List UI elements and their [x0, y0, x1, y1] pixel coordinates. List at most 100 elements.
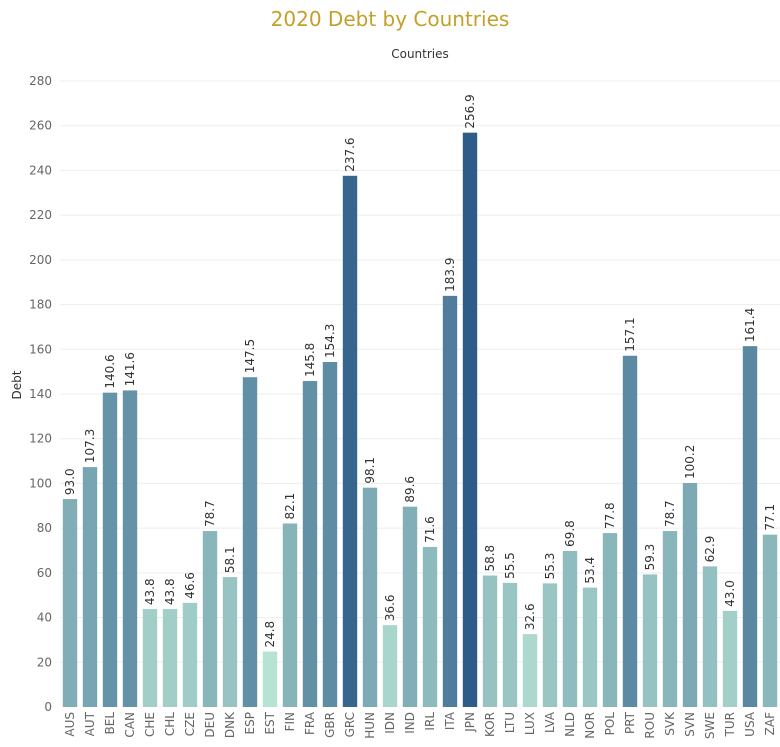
data-label: 24.8 [263, 621, 277, 648]
x-tick-label: IDN [383, 712, 397, 734]
data-label: 78.7 [203, 500, 217, 527]
x-tick-label: ITA [443, 711, 457, 730]
bar-grc [342, 175, 358, 707]
chart-title: 2020 Debt by Countries [270, 7, 510, 31]
bar-irl [422, 546, 438, 707]
x-tick-label: AUS [63, 712, 77, 737]
y-tick-label: 280 [29, 74, 52, 88]
x-tick-label: LUX [523, 712, 537, 735]
x-tick-label: EST [263, 711, 277, 734]
data-label: 77.1 [763, 504, 777, 531]
bar-ita [442, 295, 458, 707]
data-label: 161.4 [743, 308, 757, 342]
bar-nor [582, 587, 598, 707]
bar-deu [202, 531, 218, 707]
data-label: 145.8 [303, 343, 317, 377]
y-tick-label: 200 [29, 253, 52, 267]
y-tick-label: 220 [29, 208, 52, 222]
data-label: 62.9 [703, 536, 717, 563]
bar-rou [642, 574, 658, 707]
bar-lux [522, 634, 538, 707]
x-tick-label: LVA [543, 711, 557, 733]
data-label: 43.0 [723, 580, 737, 607]
bar-chl [162, 609, 178, 707]
bar-che [142, 609, 158, 707]
data-label: 55.5 [503, 552, 517, 579]
y-tick-label: 180 [29, 298, 52, 312]
y-tick-label: 20 [37, 655, 52, 669]
data-label: 55.3 [543, 553, 557, 580]
x-tick-label: CHL [163, 712, 177, 736]
data-label: 89.6 [403, 476, 417, 503]
x-tick-label: POL [603, 712, 617, 736]
y-axis-ticks: 0 20 40 60 80 100 120 140 160 180 200 220 240 260 280 [29, 74, 52, 714]
data-label: 98.1 [363, 457, 377, 484]
bar-prt [622, 355, 638, 707]
bar-fin [282, 523, 298, 707]
bar-jpn [462, 132, 478, 707]
y-tick-label: 120 [29, 432, 52, 446]
data-label: 107.3 [83, 429, 97, 463]
bar-kor [482, 575, 498, 707]
x-axis-ticks: AUS AUT BEL CAN CHE CHL CZE DEU DNK ESP EST FIN FRA G… [63, 711, 777, 739]
data-label: 58.8 [483, 545, 497, 572]
data-label: 147.5 [243, 339, 257, 373]
x-tick-label: DEU [203, 712, 217, 738]
data-label: 43.8 [143, 578, 157, 605]
data-label: 140.6 [103, 354, 117, 388]
x-tick-label: CHE [143, 712, 157, 737]
data-label: 154.3 [323, 324, 337, 358]
bar-cze [182, 602, 198, 707]
x-tick-label: LTU [503, 712, 517, 733]
bar-ltu [502, 582, 518, 707]
x-tick-label: ROU [643, 712, 657, 739]
bar-dnk [222, 577, 238, 707]
data-label: 183.9 [443, 257, 457, 291]
bar-hun [362, 487, 378, 707]
y-tick-label: 60 [37, 566, 52, 580]
x-tick-label: PRT [623, 711, 637, 734]
x-tick-label: SVK [663, 711, 677, 736]
y-tick-label: 40 [37, 611, 52, 625]
bars [62, 132, 778, 707]
y-tick-label: 240 [29, 163, 52, 177]
y-tick-label: 0 [44, 700, 52, 714]
x-tick-label: BEL [103, 712, 117, 735]
data-label: 32.6 [523, 603, 537, 630]
data-label: 36.6 [383, 594, 397, 621]
y-tick-label: 260 [29, 119, 52, 133]
x-tick-label: USA [743, 711, 757, 737]
bar-usa [742, 346, 758, 707]
x-tick-label: NLD [563, 712, 577, 737]
y-axis-title: Debt [10, 370, 24, 399]
x-tick-label: ESP [243, 712, 257, 734]
bar-esp [242, 377, 258, 707]
x-tick-label: NOR [583, 712, 597, 739]
x-tick-label: DNK [223, 711, 237, 738]
bar-nld [562, 550, 578, 707]
data-label: 46.6 [183, 572, 197, 599]
data-labels: 93.0 107.3 140.6 141.6 43.8 43.8 46.6 78.7 58.1 1… [63, 94, 777, 647]
data-label: 78.7 [663, 500, 677, 527]
x-tick-label: IND [403, 712, 417, 734]
bar-est [262, 651, 278, 707]
bar-idn [382, 625, 398, 707]
bar-fra [302, 381, 318, 707]
data-label: 256.9 [463, 94, 477, 128]
data-label: 43.8 [163, 578, 177, 605]
bar-can [122, 390, 138, 707]
x-tick-label: IRL [423, 712, 437, 731]
bar-ind [402, 506, 418, 707]
x-tick-label: ZAF [763, 712, 777, 735]
x-tick-label: SVN [683, 712, 697, 737]
bar-zaf [762, 534, 778, 707]
x-tick-label: HUN [363, 712, 377, 739]
bar-aut [82, 467, 98, 707]
data-label: 141.6 [123, 352, 137, 386]
x-tick-label: SWE [703, 712, 717, 739]
bar-lva [542, 583, 558, 707]
bar-svn [682, 482, 698, 707]
y-tick-label: 100 [29, 476, 52, 490]
x-tick-label: GRC [343, 712, 357, 737]
